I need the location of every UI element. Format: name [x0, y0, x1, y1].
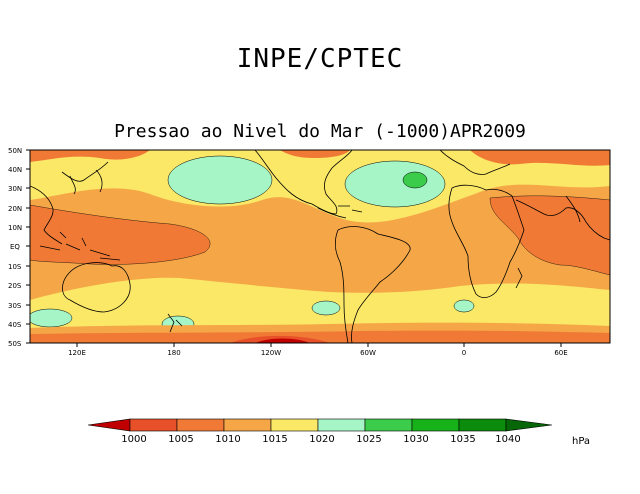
- main-title: INPE/CPTEC: [236, 44, 404, 74]
- map-subtitle: Pressao ao Nivel do Mar (-1000)APR2009: [114, 121, 526, 142]
- bin-1005-1010-wpac: [30, 204, 211, 265]
- colorbar-arrow-low: [87, 418, 131, 432]
- lat-axis: 50N 40N 30N 20N 10N EQ 10S 20S 30S 40S 5…: [8, 147, 30, 348]
- colorbar-bin: [364, 418, 413, 432]
- bin-1020-1025-npac: [167, 155, 273, 205]
- lon-label: 120E: [68, 349, 86, 357]
- colorbar-level: 1000: [121, 434, 146, 445]
- lat-label: EQ: [10, 243, 20, 251]
- lat-label: 30S: [8, 302, 22, 310]
- colorbar-bin: [223, 418, 272, 432]
- colorbar-level: 1010: [215, 434, 240, 445]
- lat-label: 40N: [8, 166, 22, 174]
- lat-label: 20N: [8, 205, 22, 213]
- lat-label: 10S: [8, 263, 22, 271]
- lon-label: 60E: [554, 349, 567, 357]
- colorbar-bin: [411, 418, 460, 432]
- colorbar-level: 1035: [450, 434, 475, 445]
- colorbar-bin: [129, 418, 178, 432]
- colorbar-level: 1030: [403, 434, 428, 445]
- lon-label: 0: [462, 349, 466, 357]
- bin-1025-1030-natl: [402, 171, 428, 189]
- bin-1020-1025-natl: [344, 160, 446, 208]
- lon-label: 180: [167, 349, 180, 357]
- lat-label: 40S: [8, 321, 22, 329]
- lon-label: 60W: [360, 349, 376, 357]
- lat-label: 10N: [8, 224, 22, 232]
- colorbar: 1000 1005 1010 1015 1020 1025 1030 1035 …: [87, 418, 590, 447]
- lon-axis: 120E 180 120W 60W 0 60E: [68, 343, 568, 357]
- coastlines: [30, 150, 610, 343]
- colorbar-bin: [317, 418, 366, 432]
- lat-label: 20S: [8, 282, 22, 290]
- lat-label: 30N: [8, 185, 22, 193]
- colorbar-level: 1040: [495, 434, 520, 445]
- colorbar-arrow-high: [505, 418, 553, 432]
- bin-1005-1010-south: [30, 330, 610, 343]
- colorbar-level: 1005: [168, 434, 193, 445]
- colorbar-bin: [270, 418, 319, 432]
- bin-1005-1010-nw: [30, 150, 150, 162]
- lon-label: 120W: [261, 349, 281, 357]
- colorbar-bin: [458, 418, 507, 432]
- colorbar-bin: [176, 418, 225, 432]
- colorbar-level: 1025: [356, 434, 381, 445]
- bin-1005-1010-africa: [489, 195, 610, 276]
- lat-label: 50N: [8, 147, 22, 155]
- colorbar-level: 1020: [309, 434, 334, 445]
- colorbar-level: 1015: [262, 434, 287, 445]
- colorbar-unit: hPa: [572, 436, 590, 447]
- contour-field: [30, 150, 610, 343]
- lat-label: 50S: [8, 340, 22, 348]
